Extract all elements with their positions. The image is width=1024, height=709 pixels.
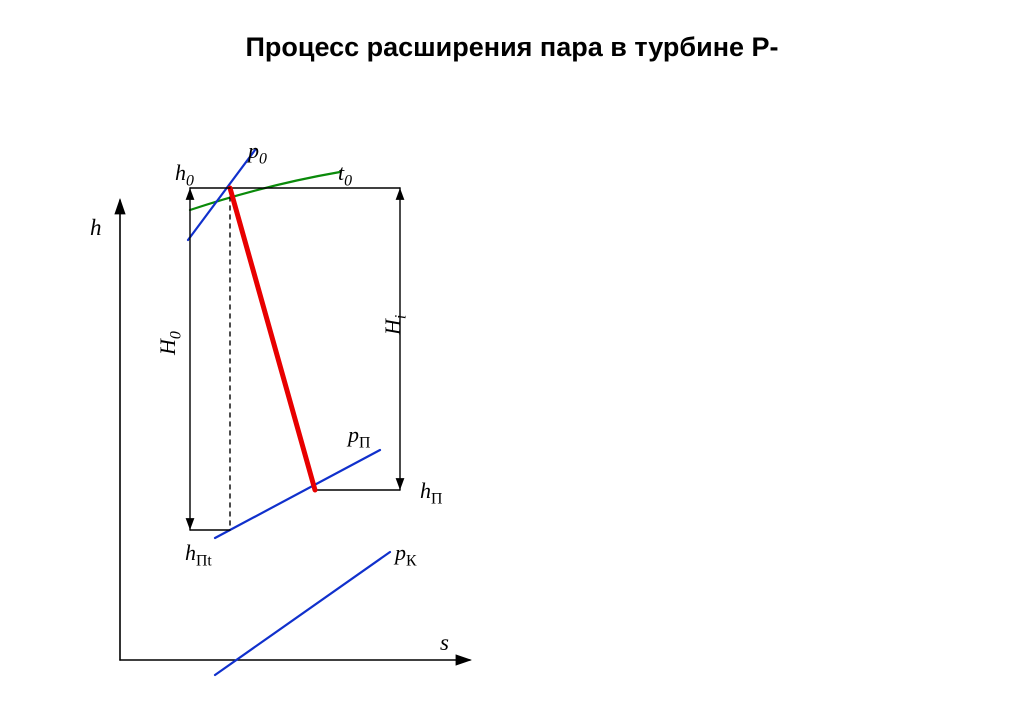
- axis-label-s: s: [440, 630, 449, 656]
- label-h-Pt: hПt: [185, 540, 212, 570]
- page-title: Процесс расширения пара в турбине Р-: [0, 32, 1024, 63]
- label-t0: t0: [338, 160, 352, 190]
- label-p-P: pП: [348, 422, 370, 452]
- label-H0: H0: [155, 331, 185, 355]
- label-p-K: pК: [395, 540, 417, 570]
- label-h-P: hП: [420, 478, 442, 508]
- label-Hi: Hi: [380, 315, 410, 335]
- diagram-svg: [80, 120, 510, 700]
- axis-label-h: h: [90, 215, 102, 241]
- label-p0: p0: [248, 138, 267, 168]
- hs-diagram: h s h0 p0 t0 pП hП pК hПt H0 Hi: [80, 120, 510, 705]
- label-h0: h0: [175, 160, 194, 190]
